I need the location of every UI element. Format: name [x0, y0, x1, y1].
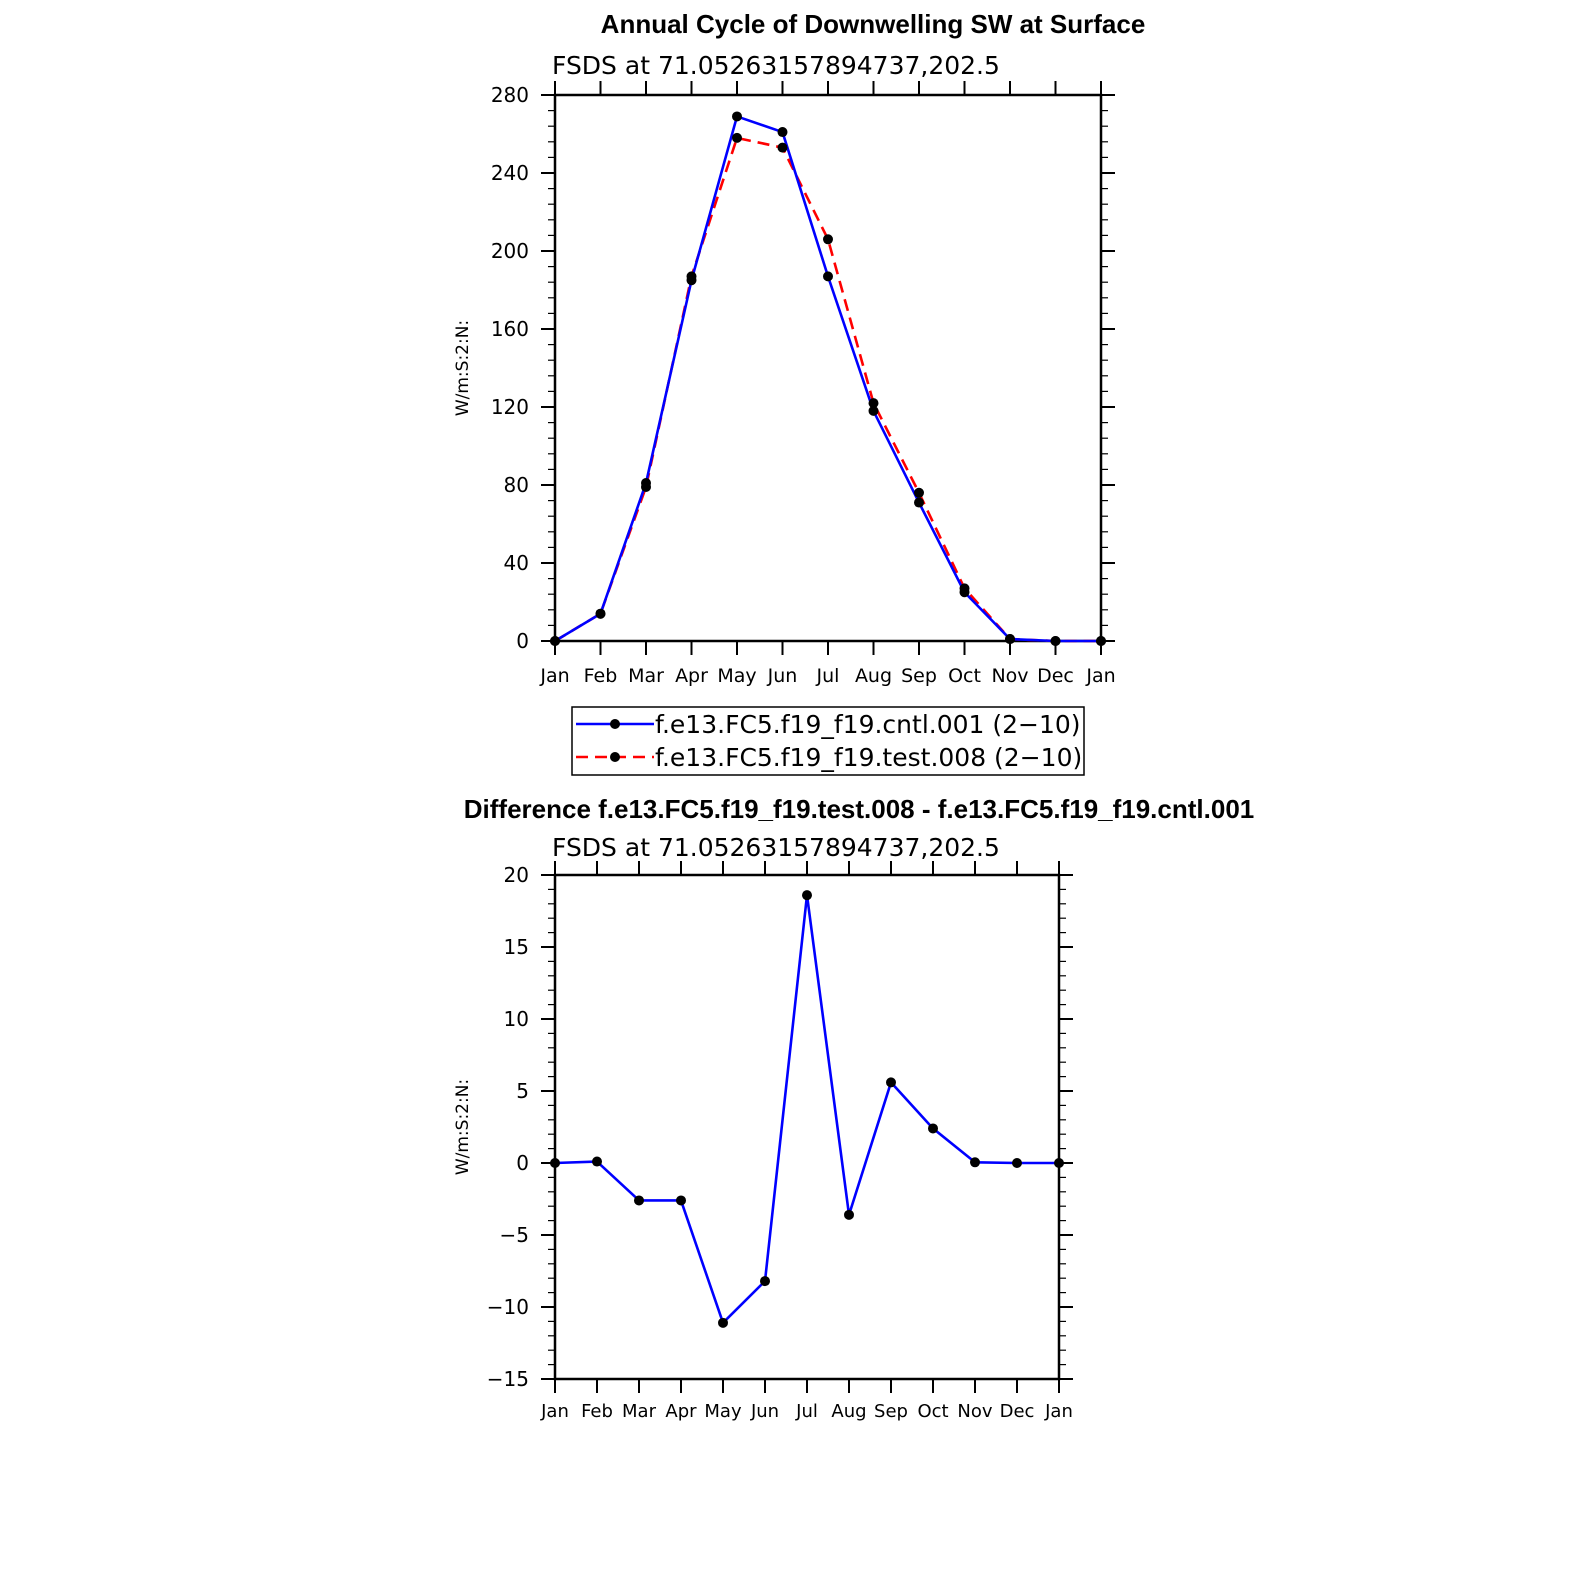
difference-ytick-label: −5: [500, 1223, 529, 1247]
annual-xtick-label: Jan: [539, 665, 569, 687]
annual-series-1-point: [868, 398, 879, 409]
annual-series-1-point: [823, 234, 833, 245]
annual-ytick-label: 160: [491, 317, 529, 341]
difference-series-0-point: [1012, 1158, 1022, 1168]
difference-series-line-0: [554, 893, 1059, 1325]
difference-series-0-point: [886, 1077, 896, 1088]
annual-series-1-point: [1050, 636, 1061, 646]
annual-subtitle: FSDS at 71.05263157894737,202.5: [552, 51, 1000, 80]
annual-series-1-point: [686, 271, 697, 282]
annual-ytick-label: 40: [504, 551, 529, 575]
annual-series-1-point: [1005, 634, 1015, 645]
difference-ytick-label: 0: [516, 1151, 529, 1175]
difference-xtick-label: Dec: [1000, 1401, 1035, 1422]
difference-xtick-label: Apr: [665, 1401, 697, 1422]
legend-label-1: f.e13.FC5.f19_f19.test.008 (2−10): [655, 743, 1082, 772]
difference-xtick-label: Aug: [831, 1401, 866, 1422]
difference-series-0-point: [970, 1157, 980, 1168]
difference-series-0-point: [634, 1195, 644, 1206]
difference-ytick-label: 5: [516, 1079, 529, 1103]
difference-series-0-point: [592, 1156, 602, 1167]
annual-xtick-label: Dec: [1037, 665, 1074, 687]
annual-xtick-label: Aug: [855, 665, 892, 687]
annual-title: Annual Cycle of Downwelling SW at Surfac…: [601, 9, 1146, 39]
annual-series-1-point: [959, 583, 970, 594]
annual-series-1-point: [732, 132, 742, 143]
annual-series-line-0: [554, 115, 1101, 643]
annual-xtick-label: Jan: [1085, 665, 1115, 687]
annual-xtick-label: Jun: [767, 665, 798, 687]
annual-ytick-label: 240: [491, 161, 529, 185]
difference-xtick-label: Oct: [917, 1401, 948, 1422]
difference-xtick-label: Sep: [874, 1401, 908, 1422]
difference-ytick-label: 10: [504, 1007, 529, 1031]
difference-ytick-label: −15: [487, 1367, 529, 1391]
annual-series-1-point: [1096, 636, 1106, 646]
difference-xtick-label: Mar: [622, 1401, 657, 1422]
annual-legend: f.e13.FC5.f19_f19.cntl.001 (2−10) f.e13.F…: [571, 706, 1085, 776]
annual-series-1-point: [550, 636, 560, 646]
difference-plot-frame: [553, 873, 1061, 1381]
difference-series-0-point: [1054, 1158, 1064, 1168]
difference-xtick-label: Jun: [750, 1401, 779, 1422]
annual-series-1-point: [777, 142, 788, 153]
annual-xtick-label: Apr: [675, 665, 708, 687]
difference-xtick-label: Nov: [957, 1401, 992, 1422]
annual-xtick-label: May: [717, 665, 756, 687]
annual-series-line-1: [554, 136, 1101, 643]
difference-ytick-label: 15: [504, 935, 529, 959]
difference-ytick-label: −10: [487, 1295, 529, 1319]
difference-ylabel: W/m:S:2:N:: [453, 1079, 473, 1175]
difference-chart: Difference f.e13.FC5.f19_f19.test.008 - …: [453, 794, 1254, 1422]
annual-ytick-label: 80: [504, 473, 529, 497]
annual-ytick-label: 280: [491, 83, 529, 107]
annual-series-1-point: [595, 608, 606, 619]
annual-ylabel: W/m:S:2:N:: [453, 320, 473, 416]
annual-xtick-label: Jul: [816, 665, 840, 687]
difference-series-0-point: [802, 890, 812, 901]
annual-ytick-label: 120: [491, 395, 529, 419]
difference-series-0-point: [676, 1195, 686, 1206]
annual-xtick-label: Mar: [628, 665, 664, 687]
annual-xtick-label: Nov: [991, 665, 1028, 687]
difference-series-0-point: [928, 1123, 938, 1134]
legend-label-0: f.e13.FC5.f19_f19.cntl.001 (2−10): [655, 710, 1081, 739]
annual-series-0-point: [914, 497, 924, 508]
annual-xtick-label: Feb: [584, 665, 618, 687]
annual-xtick-label: Oct: [948, 665, 981, 687]
difference-xtick-label: Jan: [1044, 1401, 1073, 1422]
legend-frame: [571, 706, 1085, 776]
legend-marker-0: [610, 719, 620, 729]
annual-series-0-point: [777, 127, 788, 138]
difference-xtick-label: Jan: [540, 1401, 569, 1422]
annual-series-1-point: [641, 481, 651, 492]
annual-ytick-label: 200: [491, 239, 529, 263]
difference-subtitle: FSDS at 71.05263157894737,202.5: [552, 833, 1000, 862]
difference-series-0-point: [760, 1276, 770, 1287]
difference-xtick-label: May: [704, 1401, 742, 1422]
annual-chart: Annual Cycle of Downwelling SW at Surfac…: [453, 9, 1146, 776]
annual-series-0-point: [732, 111, 742, 122]
annual-series-0-point: [868, 405, 879, 416]
annual-series-1-point: [914, 487, 924, 498]
difference-ytick-label: 20: [504, 863, 529, 887]
legend-marker-1: [610, 752, 620, 762]
difference-series-0-point: [550, 1158, 560, 1168]
difference-series-0-point: [844, 1209, 854, 1220]
annual-xtick-label: Sep: [901, 665, 937, 687]
annual-ytick-label: 0: [516, 629, 529, 653]
difference-xtick-label: Feb: [581, 1401, 613, 1422]
difference-xtick-label: Jul: [795, 1401, 818, 1422]
difference-title: Difference f.e13.FC5.f19_f19.test.008 - …: [464, 794, 1255, 824]
annual-plot-frame: [553, 93, 1103, 643]
annual-series-0-point: [823, 271, 833, 282]
difference-series-0-point: [718, 1317, 728, 1328]
